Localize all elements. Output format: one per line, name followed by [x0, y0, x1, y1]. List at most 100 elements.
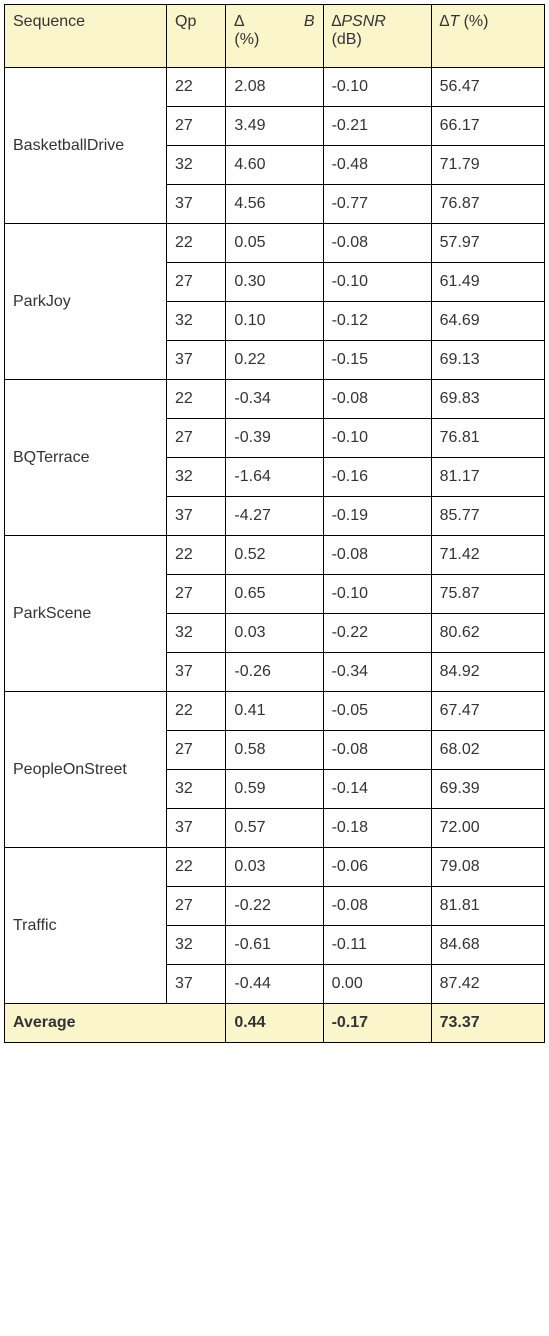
table-row: ParkScene220.52-0.0871.42 — [5, 536, 545, 575]
delta-b-cell: 3.49 — [226, 107, 323, 146]
delta-psnr-cell: -0.16 — [323, 458, 431, 497]
delta-psnr-cell: -0.10 — [323, 68, 431, 107]
delta-psnr-unit: (dB) — [332, 31, 423, 49]
delta-t-cell: 79.08 — [431, 848, 544, 887]
delta-t-cell: 67.47 — [431, 692, 544, 731]
delta-psnr-cell: -0.19 — [323, 497, 431, 536]
delta-t-cell: 84.68 — [431, 926, 544, 965]
delta-t-cell: 69.83 — [431, 380, 544, 419]
delta-t-cell: 61.49 — [431, 263, 544, 302]
qp-cell: 22 — [167, 848, 226, 887]
qp-cell: 37 — [167, 341, 226, 380]
sequence-name-cell: ParkJoy — [5, 224, 167, 380]
delta-t-cell: 85.77 — [431, 497, 544, 536]
qp-cell: 32 — [167, 770, 226, 809]
qp-cell: 37 — [167, 185, 226, 224]
delta-psnr-cell: -0.06 — [323, 848, 431, 887]
qp-cell: 32 — [167, 302, 226, 341]
delta-psnr-cell: -0.18 — [323, 809, 431, 848]
qp-cell: 27 — [167, 731, 226, 770]
delta-psnr-cell: -0.08 — [323, 731, 431, 770]
delta-b-cell: 0.10 — [226, 302, 323, 341]
delta-b-cell: -0.34 — [226, 380, 323, 419]
delta-b-cell: 4.56 — [226, 185, 323, 224]
sequence-name-cell: BQTerrace — [5, 380, 167, 536]
qp-cell: 22 — [167, 68, 226, 107]
delta-b-cell: 0.58 — [226, 731, 323, 770]
delta-psnr-cell: 0.00 — [323, 965, 431, 1004]
qp-cell: 27 — [167, 887, 226, 926]
delta-b-cell: 0.05 — [226, 224, 323, 263]
average-row: Average0.44-0.1773.37 — [5, 1004, 545, 1043]
col-header-sequence: Sequence — [5, 5, 167, 68]
qp-cell: 37 — [167, 965, 226, 1004]
average-delta-psnr-cell: -0.17 — [323, 1004, 431, 1043]
delta-t-cell: 64.69 — [431, 302, 544, 341]
col-header-delta-b: ∆ B (%) — [226, 5, 323, 68]
delta-b-cell: 0.22 — [226, 341, 323, 380]
delta-b-cell: 0.41 — [226, 692, 323, 731]
qp-cell: 27 — [167, 263, 226, 302]
delta-b-cell: -1.64 — [226, 458, 323, 497]
delta-b-unit: (%) — [234, 31, 314, 49]
delta-t-unit: (%) — [459, 13, 488, 30]
average-label-cell: Average — [5, 1004, 226, 1043]
table-row: PeopleOnStreet220.41-0.0567.47 — [5, 692, 545, 731]
delta-t-cell: 69.13 — [431, 341, 544, 380]
delta-b-cell: -0.26 — [226, 653, 323, 692]
col-header-qp: Qp — [167, 5, 226, 68]
delta-b-cell: 0.57 — [226, 809, 323, 848]
col-header-delta-t: ∆T (%) — [431, 5, 544, 68]
qp-cell: 27 — [167, 107, 226, 146]
qp-cell: 22 — [167, 380, 226, 419]
delta-b-cell: 0.65 — [226, 575, 323, 614]
delta-psnr-cell: -0.08 — [323, 536, 431, 575]
delta-psnr-cell: -0.34 — [323, 653, 431, 692]
table-body: BasketballDrive222.08-0.1056.47273.49-0.… — [5, 68, 545, 1043]
delta-psnr-cell: -0.08 — [323, 224, 431, 263]
delta-t-symbol: ∆T — [440, 13, 460, 30]
qp-cell: 37 — [167, 653, 226, 692]
delta-t-cell: 68.02 — [431, 731, 544, 770]
delta-psnr-cell: -0.22 — [323, 614, 431, 653]
delta-psnr-cell: -0.08 — [323, 887, 431, 926]
delta-b-cell: 0.52 — [226, 536, 323, 575]
sequence-name-cell: Traffic — [5, 848, 167, 1004]
delta-psnr-cell: -0.15 — [323, 341, 431, 380]
average-delta-t-cell: 73.37 — [431, 1004, 544, 1043]
sequence-name-cell: BasketballDrive — [5, 68, 167, 224]
delta-psnr-cell: -0.10 — [323, 263, 431, 302]
qp-cell: 27 — [167, 419, 226, 458]
sequence-name-cell: ParkScene — [5, 536, 167, 692]
results-table: Sequence Qp ∆ B (%) ∆PSNR (dB) ∆T (%) Ba… — [4, 4, 545, 1043]
delta-b-cell: 0.59 — [226, 770, 323, 809]
delta-b-symbol-2: B — [304, 13, 315, 31]
delta-psnr-cell: -0.11 — [323, 926, 431, 965]
delta-t-cell: 84.92 — [431, 653, 544, 692]
delta-b-cell: -0.61 — [226, 926, 323, 965]
qp-cell: 32 — [167, 614, 226, 653]
qp-cell: 37 — [167, 497, 226, 536]
delta-b-cell: 0.03 — [226, 848, 323, 887]
qp-cell: 32 — [167, 458, 226, 497]
delta-b-cell: 0.03 — [226, 614, 323, 653]
delta-psnr-cell: -0.08 — [323, 380, 431, 419]
delta-t-cell: 75.87 — [431, 575, 544, 614]
delta-psnr-cell: -0.48 — [323, 146, 431, 185]
qp-cell: 27 — [167, 575, 226, 614]
qp-cell: 22 — [167, 536, 226, 575]
delta-b-symbol-1: ∆ — [234, 13, 244, 31]
delta-t-cell: 56.47 — [431, 68, 544, 107]
delta-b-cell: 2.08 — [226, 68, 323, 107]
qp-cell: 32 — [167, 926, 226, 965]
delta-t-cell: 72.00 — [431, 809, 544, 848]
delta-b-cell: -0.44 — [226, 965, 323, 1004]
delta-t-cell: 71.79 — [431, 146, 544, 185]
delta-psnr-symbol: ∆PSNR — [332, 13, 423, 31]
delta-t-cell: 57.97 — [431, 224, 544, 263]
delta-b-cell: -4.27 — [226, 497, 323, 536]
delta-b-cell: 0.30 — [226, 263, 323, 302]
table-row: BasketballDrive222.08-0.1056.47 — [5, 68, 545, 107]
delta-psnr-cell: -0.21 — [323, 107, 431, 146]
delta-psnr-cell: -0.10 — [323, 575, 431, 614]
